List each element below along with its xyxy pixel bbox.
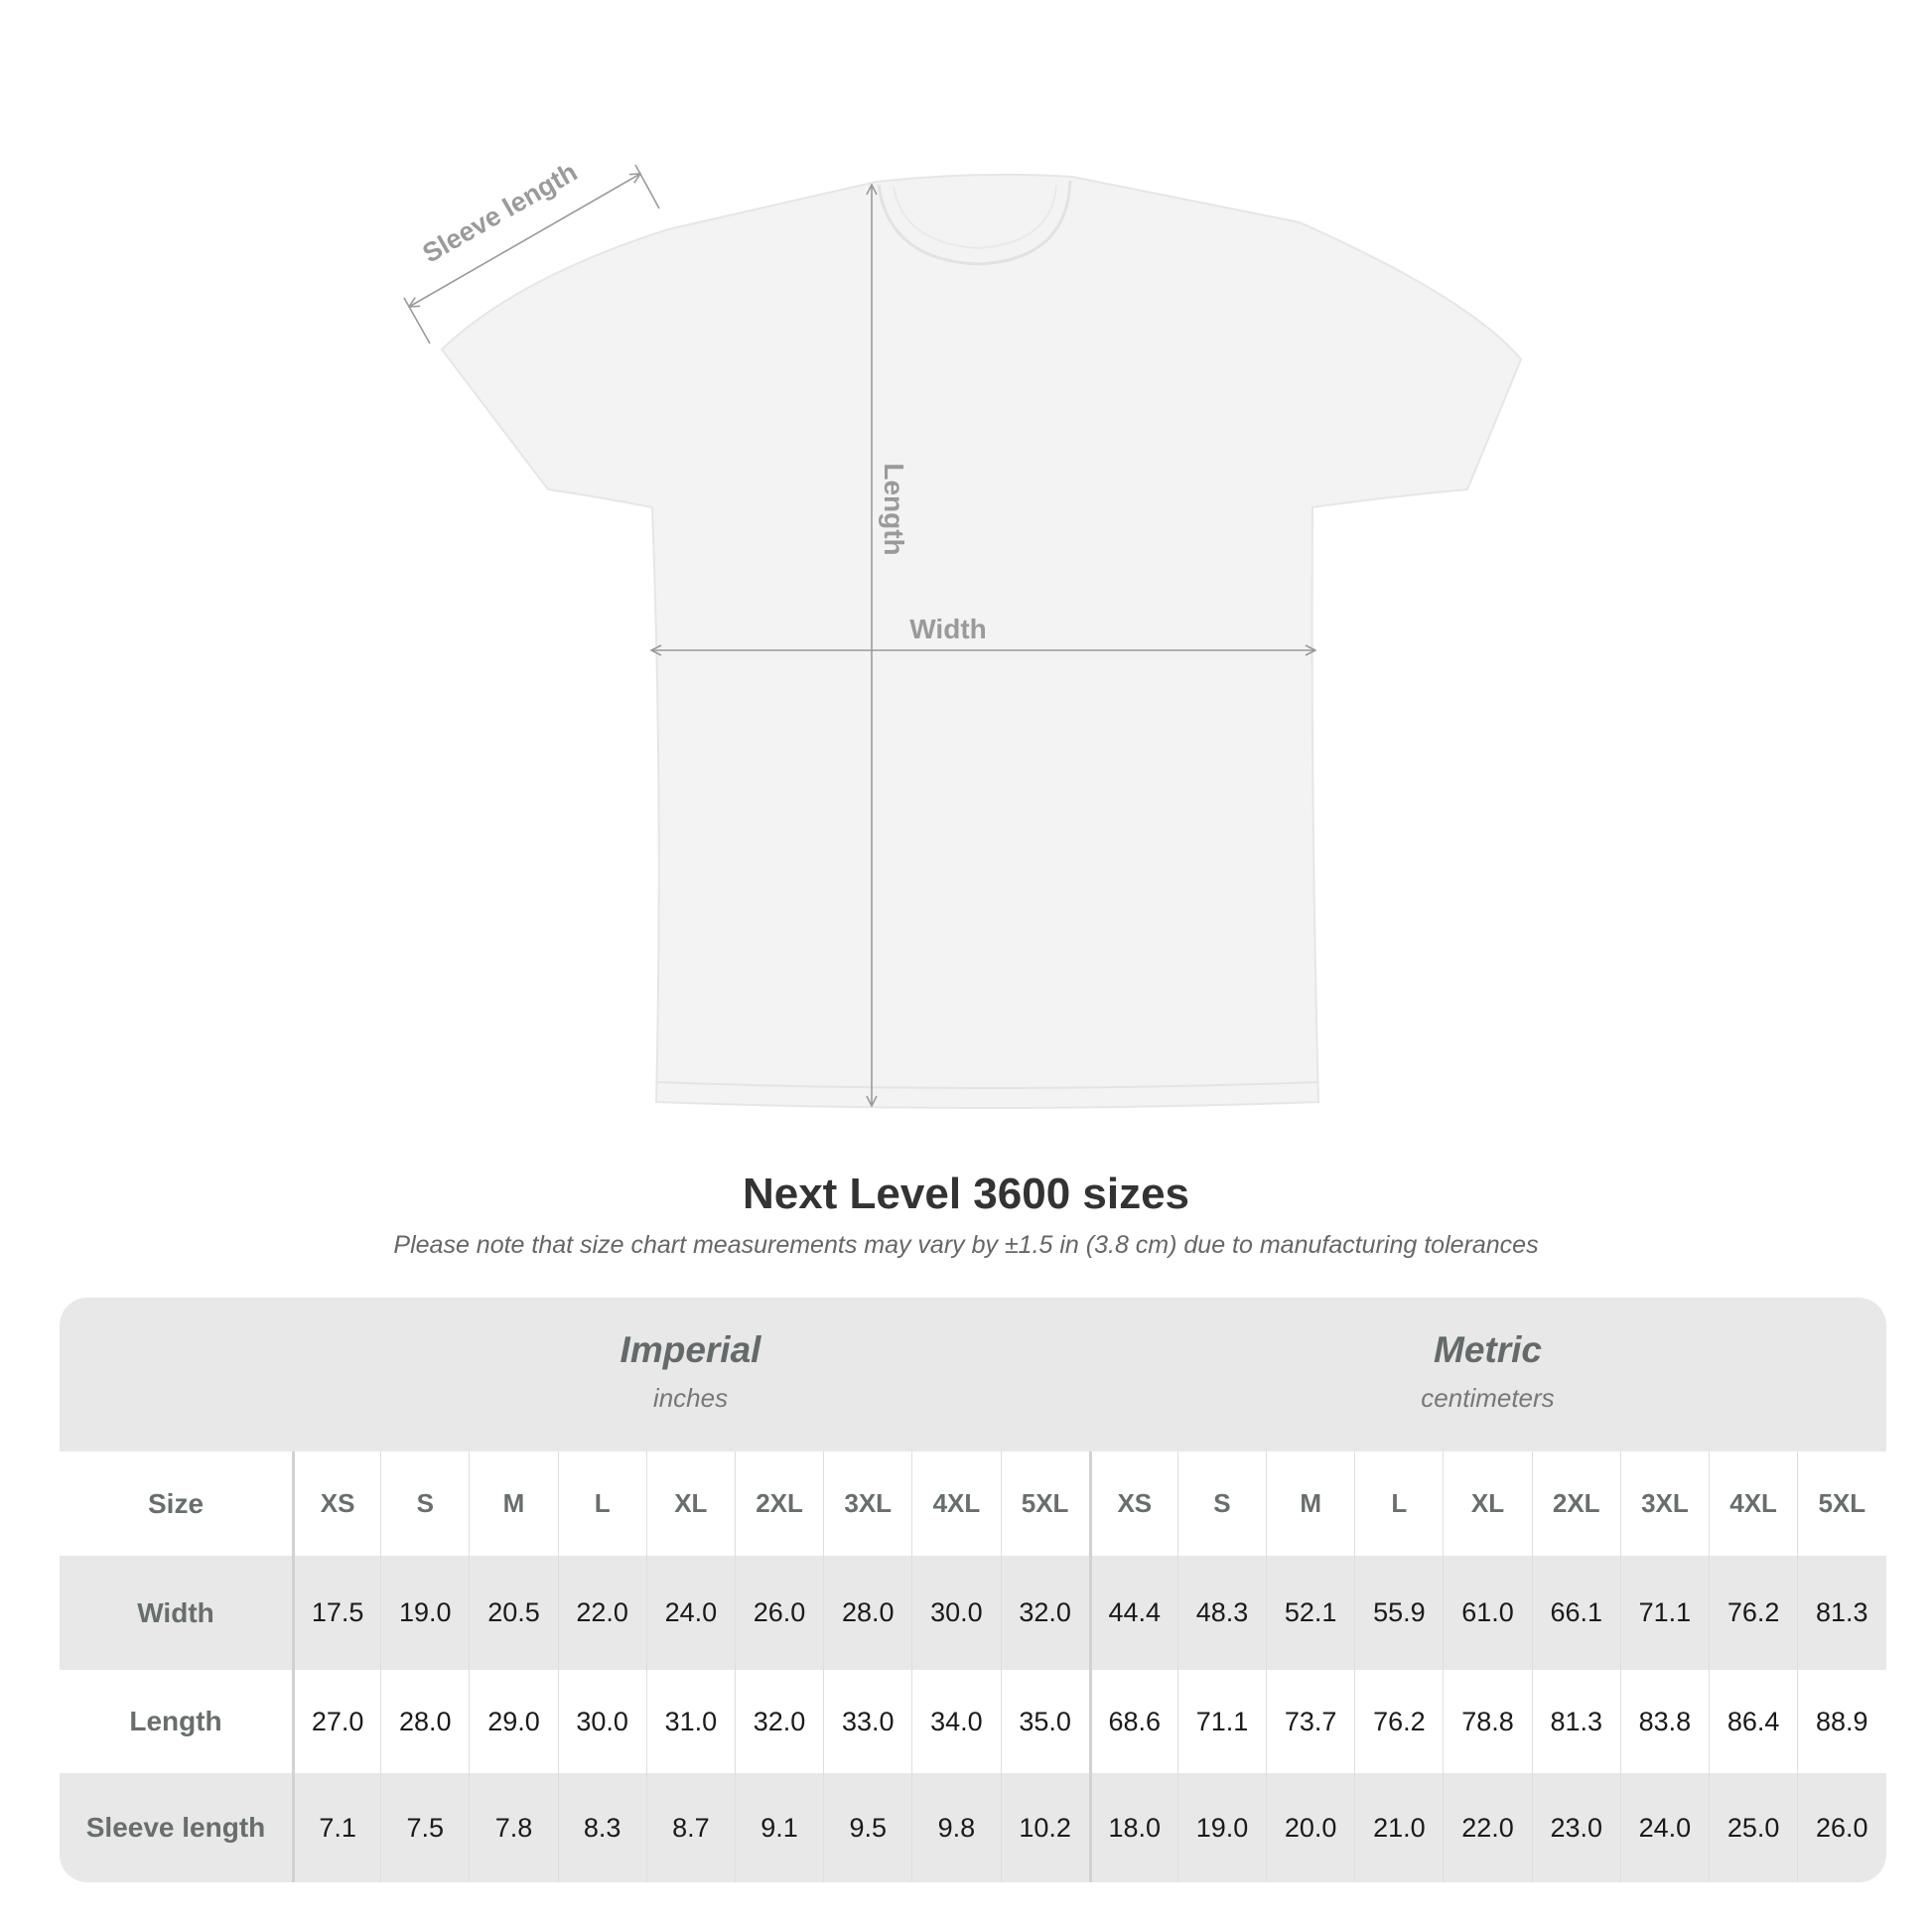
- metric-value-cell: 24.0: [1619, 1773, 1709, 1882]
- metric-size-5XL: 5XL: [1797, 1451, 1885, 1556]
- metric-value-cell: 73.7: [1266, 1670, 1354, 1773]
- metric-value-cell: 52.1: [1266, 1556, 1354, 1670]
- metric-value-cell: 20.0: [1266, 1773, 1354, 1882]
- imperial-value-cell: 9.1: [734, 1773, 823, 1882]
- page-title: Next Level 3600 sizes: [742, 1170, 1190, 1218]
- imperial-value-cell: 9.5: [823, 1773, 911, 1882]
- imperial-value-cell: 34.0: [911, 1670, 1000, 1773]
- metric-size-S: S: [1176, 1451, 1266, 1556]
- metric-value-cell: 68.6: [1088, 1670, 1177, 1773]
- imperial-size-XL: XL: [645, 1451, 735, 1556]
- metric-size-XS: XS: [1088, 1451, 1177, 1556]
- metric-value-cell: 48.3: [1176, 1556, 1266, 1670]
- metric-value-cell: 61.0: [1443, 1556, 1531, 1670]
- metric-value-cell: 88.9: [1797, 1670, 1885, 1773]
- metric-value-cell: 76.2: [1709, 1556, 1797, 1670]
- imperial-value-cell: 28.0: [823, 1556, 911, 1670]
- imperial-size-XS: XS: [292, 1451, 380, 1556]
- imperial-value-cell: 20.5: [469, 1556, 557, 1670]
- tolerance-note: Please note that size chart measurements…: [393, 1231, 1539, 1259]
- metric-value-cell: 81.3: [1797, 1556, 1885, 1670]
- length-label: Length: [879, 463, 909, 555]
- imperial-value-cell: 32.0: [1000, 1556, 1089, 1670]
- imperial-size-5XL: 5XL: [1000, 1451, 1089, 1556]
- imperial-value-cell: 7.8: [469, 1773, 557, 1882]
- row-label: Sleeve length: [85, 1812, 266, 1843]
- imperial-value-cell: 17.5: [292, 1556, 380, 1670]
- metric-size-4XL: 4XL: [1709, 1451, 1797, 1556]
- size-header-row: Size XS S M L XL 2XL 3XL 4XL 5XL XS S M L XL 2XL 3XL 4XL 5…: [60, 1451, 1886, 1556]
- imperial-value-cell: 28.0: [380, 1670, 469, 1773]
- metric-value-cell: 66.1: [1531, 1556, 1620, 1670]
- imperial-value-cell: 35.0: [1000, 1670, 1089, 1773]
- table-header-band: [60, 1298, 1886, 1451]
- metric-unit: centimeters: [1421, 1383, 1555, 1413]
- metric-value-cell: 21.0: [1354, 1773, 1443, 1882]
- metric-size-XL: XL: [1443, 1451, 1531, 1556]
- metric-size-2XL: 2XL: [1531, 1451, 1620, 1556]
- imperial-value-cell: 26.0: [734, 1556, 823, 1670]
- metric-size-L: L: [1354, 1451, 1443, 1556]
- imperial-value-cell: 8.3: [557, 1773, 646, 1882]
- imperial-size-L: L: [557, 1451, 646, 1556]
- imperial-unit: inches: [652, 1383, 729, 1413]
- imperial-value-cell: 32.0: [734, 1670, 823, 1773]
- sleeve-length-label: Sleeve length: [418, 157, 583, 269]
- sleeve-measure-line: [409, 174, 640, 307]
- metric-size-3XL: 3XL: [1619, 1451, 1709, 1556]
- table-row: Sleeve length 7.1 7.5 7.8 8.3 8.7 9.1 9.5 9.8 10.…: [60, 1773, 1886, 1882]
- imperial-value-cell: 7.1: [292, 1773, 380, 1882]
- row-label: Width: [137, 1596, 214, 1628]
- imperial-size-3XL: 3XL: [823, 1451, 911, 1556]
- metric-value-cell: 71.1: [1176, 1670, 1266, 1773]
- imperial-value-cell: 22.0: [557, 1556, 646, 1670]
- table-row: Length 27.0 28.0 29.0 30.0 31.0 32.0 33.0 34.0 35…: [60, 1670, 1886, 1773]
- metric-value-cell: 76.2: [1354, 1670, 1443, 1773]
- metric-value-cell: 44.4: [1088, 1556, 1177, 1670]
- imperial-value-cell: 8.7: [645, 1773, 735, 1882]
- tshirt-diagram: Sleeve length Length Width: [403, 157, 1523, 1109]
- imperial-value-cell: 30.0: [557, 1670, 646, 1773]
- metric-value-cell: 55.9: [1354, 1556, 1443, 1670]
- metric-value-cell: 83.8: [1619, 1670, 1709, 1773]
- imperial-value-cell: 27.0: [292, 1670, 380, 1773]
- imperial-value-cell: 10.2: [1000, 1773, 1089, 1882]
- width-label: Width: [909, 614, 987, 644]
- imperial-value-cell: 19.0: [380, 1556, 469, 1670]
- imperial-value-cell: 29.0: [469, 1670, 557, 1773]
- metric-value-cell: 26.0: [1797, 1773, 1885, 1882]
- imperial-value-cell: 7.5: [380, 1773, 469, 1882]
- size-table: Imperial inches Metric centimeters Size X…: [60, 1298, 1886, 1882]
- imperial-size-4XL: 4XL: [911, 1451, 1000, 1556]
- metric-value-cell: 19.0: [1176, 1773, 1266, 1882]
- row-label: Size: [147, 1487, 205, 1519]
- imperial-value-cell: 30.0: [911, 1556, 1000, 1670]
- tshirt-shape: [440, 173, 1523, 1109]
- metric-value-cell: 22.0: [1443, 1773, 1531, 1882]
- table-row: Width 17.5 19.0 20.5 22.0 24.0 26.0 28.0 30.0 32.…: [60, 1556, 1886, 1670]
- imperial-value-cell: 9.8: [911, 1773, 1000, 1882]
- metric-value-cell: 25.0: [1709, 1773, 1797, 1882]
- imperial-value-cell: 31.0: [645, 1670, 735, 1773]
- imperial-value-cell: 24.0: [645, 1556, 735, 1670]
- metric-value-cell: 23.0: [1531, 1773, 1620, 1882]
- metric-header: Metric centimeters: [1089, 1298, 1886, 1451]
- imperial-size-S: S: [380, 1451, 469, 1556]
- imperial-title: Imperial: [620, 1329, 761, 1370]
- metric-value-cell: 71.1: [1619, 1556, 1709, 1670]
- row-label: Length: [129, 1706, 222, 1736]
- imperial-size-M: M: [469, 1451, 557, 1556]
- metric-value-cell: 78.8: [1443, 1670, 1531, 1773]
- metric-value-cell: 81.3: [1531, 1670, 1620, 1773]
- imperial-header: Imperial inches: [292, 1298, 1089, 1451]
- imperial-value-cell: 33.0: [823, 1670, 911, 1773]
- metric-value-cell: 18.0: [1088, 1773, 1177, 1882]
- metric-value-cell: 86.4: [1709, 1670, 1797, 1773]
- collar: [877, 180, 1072, 266]
- metric-size-M: M: [1266, 1451, 1354, 1556]
- metric-title: Metric: [1434, 1329, 1542, 1370]
- imperial-size-2XL: 2XL: [734, 1451, 823, 1556]
